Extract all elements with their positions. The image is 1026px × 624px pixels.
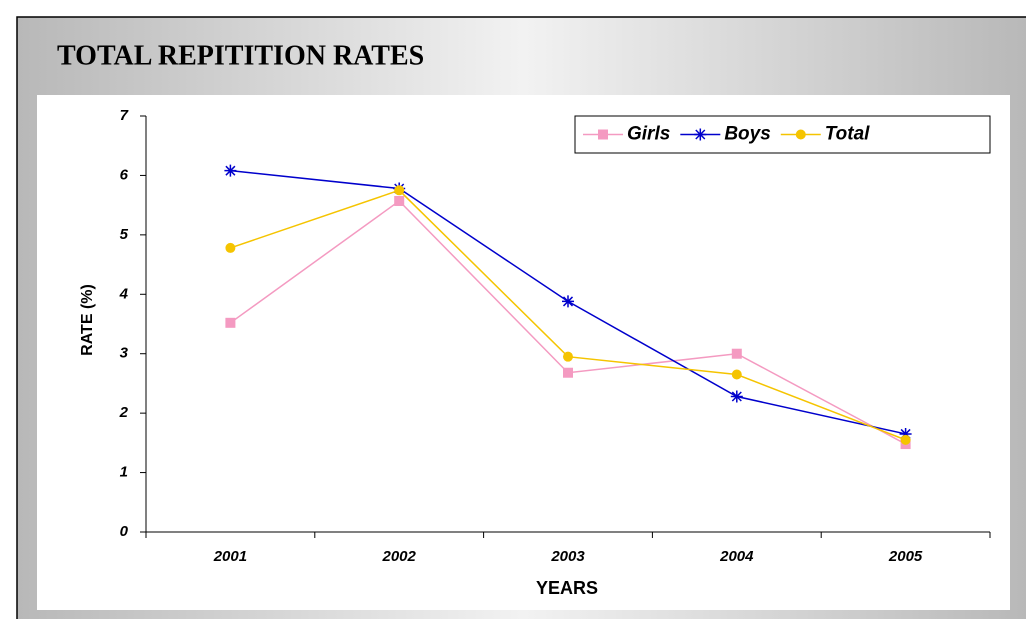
- marker: [795, 129, 806, 140]
- y-tick-label: 7: [120, 107, 129, 124]
- marker: [598, 129, 608, 140]
- y-axis-label: RATE (%): [79, 284, 96, 356]
- marker: [562, 295, 574, 308]
- marker: [731, 369, 742, 380]
- x-tick-label: 2003: [550, 548, 585, 565]
- y-tick-label: 1: [120, 464, 128, 481]
- x-tick-label: 2004: [719, 548, 754, 565]
- marker: [563, 367, 573, 378]
- marker: [899, 427, 912, 440]
- y-tick-label: 4: [119, 285, 129, 302]
- legend-label: Total: [825, 124, 870, 145]
- marker: [900, 434, 911, 445]
- marker: [394, 185, 405, 196]
- marker: [730, 390, 743, 403]
- marker: [694, 128, 707, 141]
- marker: [225, 317, 236, 328]
- x-tick-label: 2001: [213, 548, 247, 565]
- plot-panel: [37, 95, 1010, 610]
- legend: Girls Boys Total: [574, 115, 991, 154]
- y-tick-label: 2: [119, 404, 129, 421]
- marker: [731, 348, 742, 359]
- legend-label: Boys: [724, 124, 770, 145]
- y-tick-label: 3: [120, 345, 129, 362]
- y-tick-label: 6: [120, 166, 129, 183]
- marker: [394, 195, 405, 206]
- marker: [225, 242, 236, 253]
- legend-label: Girls: [627, 124, 670, 145]
- marker: [224, 164, 237, 177]
- x-tick-label: 2002: [382, 548, 417, 565]
- x-tick-label: 2005: [888, 548, 923, 565]
- chart-title: TOTAL REPITITION RATES: [57, 40, 424, 71]
- y-tick-label: 5: [120, 226, 129, 243]
- y-tick-label: 0: [120, 523, 129, 540]
- x-axis-label: YEARS: [536, 578, 598, 598]
- marker: [563, 351, 573, 362]
